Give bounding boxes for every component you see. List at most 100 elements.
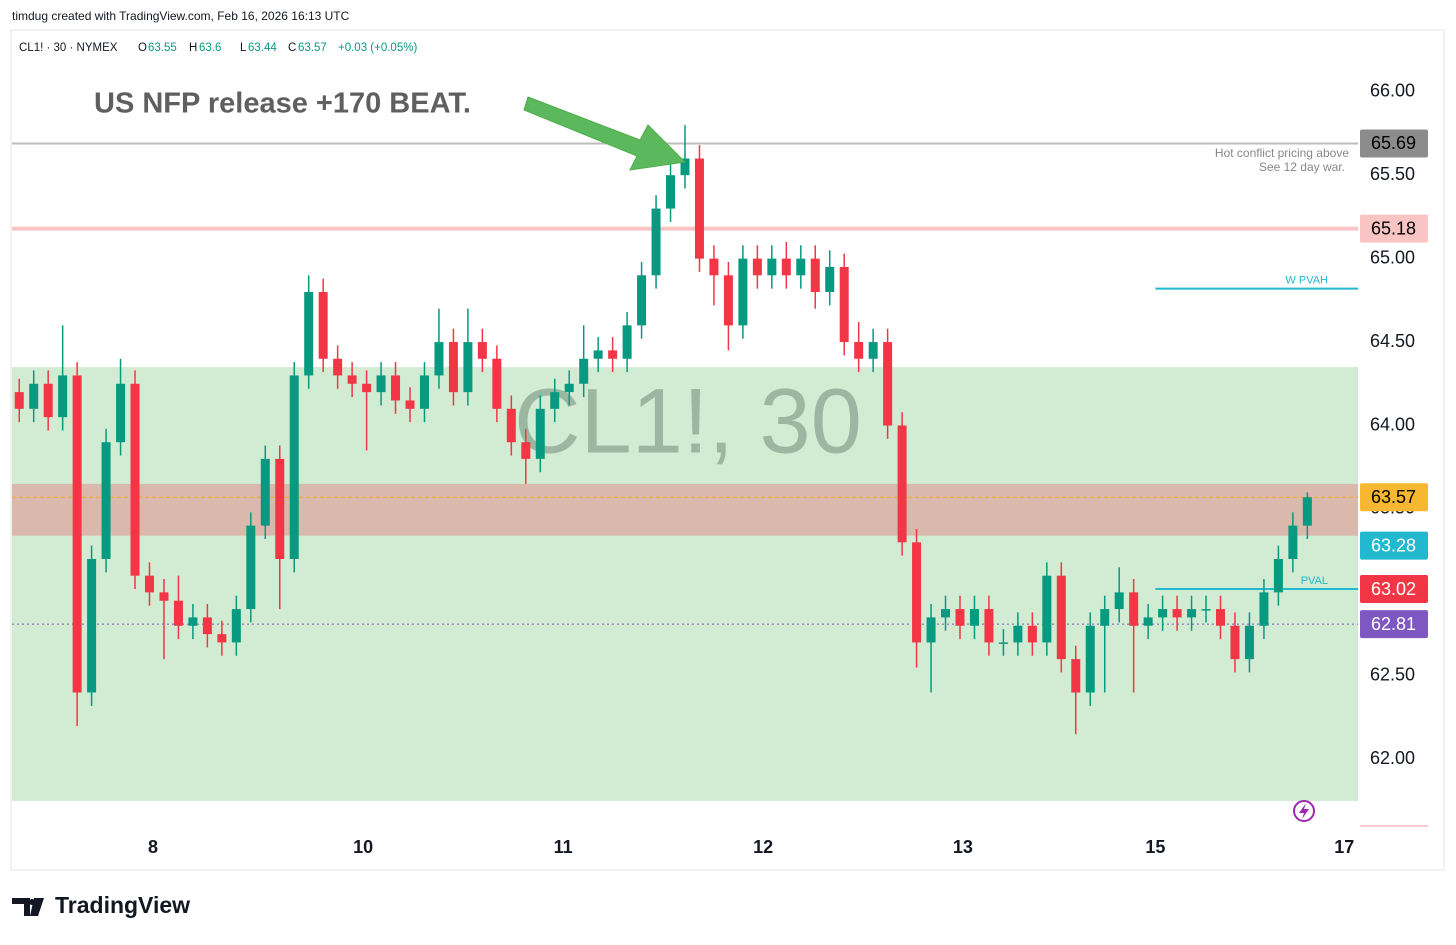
candle-body — [1288, 525, 1298, 559]
alert-icon-bolt — [1299, 803, 1309, 819]
x-tick-label: 10 — [353, 837, 373, 857]
chart-frame — [10, 29, 1445, 871]
candle-body — [14, 392, 24, 409]
candle-body — [1114, 592, 1124, 610]
level-name: W PVAH — [1285, 275, 1328, 287]
y-tick-label: 62.50 — [1370, 665, 1415, 685]
candle-body — [130, 383, 140, 576]
candle-body — [1259, 592, 1269, 626]
h-label: H — [189, 42, 197, 54]
candle-body — [1085, 625, 1095, 693]
logo-mark — [12, 898, 44, 916]
candle-body — [854, 342, 864, 359]
candle-body — [188, 617, 198, 626]
candle-body — [463, 342, 473, 393]
candle-body — [246, 525, 256, 610]
candle-body — [58, 375, 68, 418]
candle-body — [926, 617, 936, 643]
level-name: PVAL — [1301, 575, 1328, 587]
candle-body — [333, 358, 343, 376]
candle-body — [1071, 659, 1081, 693]
candle-body — [72, 375, 82, 693]
open-value: 63.55 — [148, 42, 177, 54]
candle-body — [1056, 575, 1066, 660]
candle-body — [767, 258, 777, 276]
candle-body — [868, 342, 878, 359]
price-label: 62.81 — [1371, 614, 1416, 634]
candle-body — [231, 609, 241, 643]
candle-body — [87, 559, 97, 693]
candle-body — [651, 208, 661, 276]
x-tick-label: 13 — [953, 837, 973, 857]
x-tick-label: 11 — [554, 837, 573, 857]
candle-body — [202, 617, 212, 635]
close-value: 63.57 — [298, 42, 327, 54]
candle-body — [1143, 617, 1153, 626]
candle-body — [535, 408, 545, 459]
candle-body — [622, 325, 632, 359]
candle-body — [362, 383, 372, 393]
candle-body — [738, 258, 748, 326]
candle-body — [1244, 625, 1254, 660]
candle-body — [941, 609, 951, 618]
candle-body — [550, 392, 560, 409]
low-value: 63.44 — [248, 42, 277, 54]
candle-body — [1158, 609, 1168, 618]
price-label-box — [1360, 214, 1428, 243]
candle-body — [1013, 625, 1023, 643]
candle-body — [492, 358, 502, 409]
annotation-arrow — [523, 96, 687, 171]
y-tick-label: 62.00 — [1370, 748, 1415, 768]
price-label-box — [1360, 483, 1428, 512]
candle-body — [1100, 609, 1110, 626]
high-value: 63.6 — [199, 42, 221, 54]
x-tick-label: 15 — [1145, 837, 1165, 857]
alert-icon[interactable] — [1293, 800, 1315, 822]
symbol-info: CL1! · 30 · NYMEX O 63.55 H 63.6 L 63.44… — [19, 42, 417, 54]
y-tick-label: 65.50 — [1370, 164, 1415, 184]
candle-body — [1187, 609, 1197, 618]
candle-body — [579, 358, 589, 384]
logo-dot — [29, 899, 35, 905]
candle-body — [159, 592, 169, 601]
price-label: 65.69 — [1371, 133, 1416, 153]
candle-body — [984, 609, 994, 643]
candle-body — [680, 158, 690, 176]
candle-body — [217, 634, 227, 643]
y-tick-label: 65.00 — [1370, 247, 1415, 267]
y-tick-label: 64.50 — [1370, 331, 1415, 351]
candle-body — [347, 375, 357, 384]
candle-body — [43, 383, 53, 418]
candle-body — [810, 258, 820, 292]
candle-body — [897, 425, 907, 543]
price-label: 63.57 — [1371, 487, 1416, 507]
candle-body — [144, 575, 154, 593]
credit: timdug created with TradingView.com, Feb… — [12, 9, 350, 23]
candle-body — [752, 258, 762, 276]
y-tick-label: 64.00 — [1370, 414, 1415, 434]
candle-body — [781, 258, 791, 276]
candle-body — [1201, 609, 1211, 611]
price-label-box — [1360, 129, 1428, 158]
candle-body — [998, 642, 1008, 644]
x-tick-label: 17 — [1334, 837, 1354, 857]
candle-body — [1027, 625, 1037, 643]
candle-body — [796, 258, 806, 276]
price-label-box — [1360, 575, 1428, 604]
candle-body — [608, 350, 618, 359]
o-label: O — [138, 42, 147, 54]
brand: TradingView — [55, 892, 190, 918]
candle-body — [391, 375, 401, 401]
candle-body — [173, 600, 183, 626]
candle-body — [1129, 592, 1139, 626]
candle-body — [1302, 497, 1312, 526]
candle-body — [477, 342, 487, 359]
change-value: +0.03 (+0.05%) — [338, 42, 417, 54]
candle-body — [912, 542, 922, 643]
candle-body — [506, 408, 516, 443]
candle-body — [666, 175, 676, 209]
candle-body — [376, 375, 386, 393]
x-tick-label: 12 — [753, 837, 773, 857]
annotation-nfp: US NFP release +170 BEAT. — [94, 88, 471, 120]
candle-body — [304, 292, 314, 376]
